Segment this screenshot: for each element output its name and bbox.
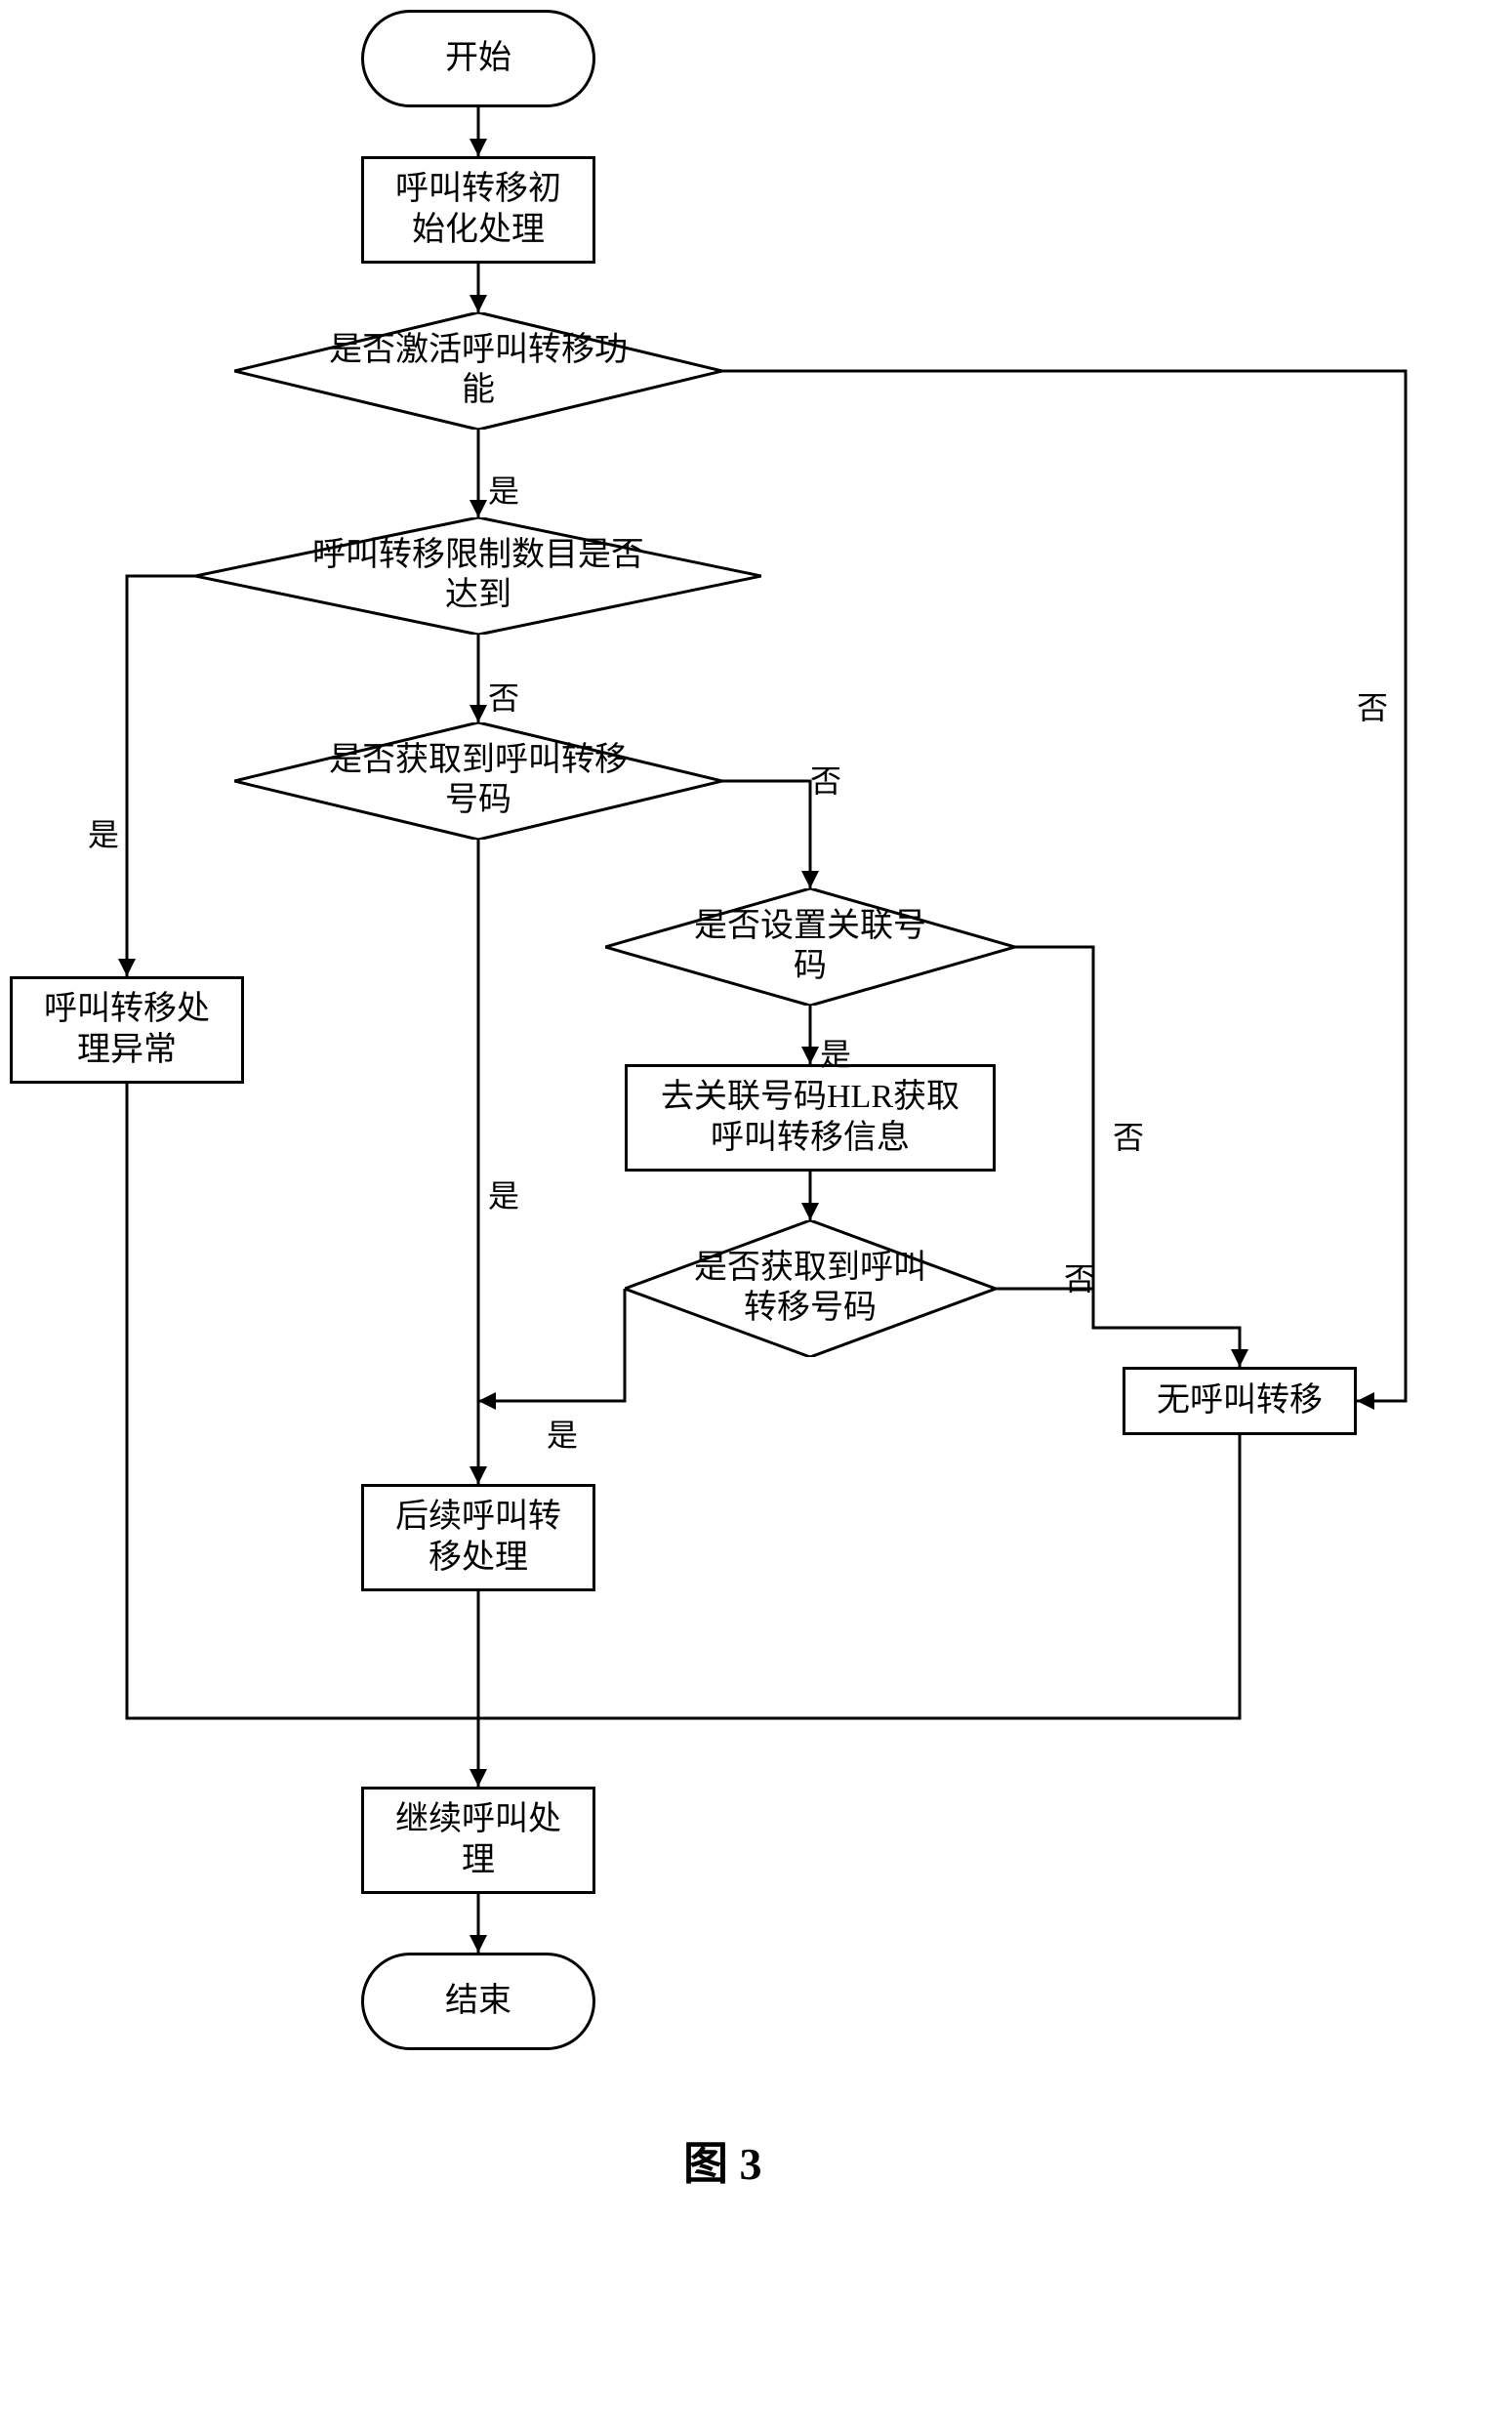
label-got2-no: 否	[1064, 1255, 1095, 1299]
d-limit-node: 呼叫转移限制数目是否达到	[195, 517, 761, 635]
start-node: 开始	[361, 10, 595, 107]
d-limit-text: 呼叫转移限制数目是否达到	[297, 536, 659, 616]
label-assoc-yes: 是	[820, 1030, 851, 1075]
d-got2-text: 是否获取到呼叫转移号码	[694, 1249, 926, 1329]
d-got2-node: 是否获取到呼叫转移号码	[625, 1220, 996, 1357]
label-got2-yes: 是	[547, 1411, 578, 1456]
nocf-node: 无呼叫转移	[1123, 1367, 1357, 1435]
label-got1-yes: 是	[488, 1172, 519, 1216]
label-got1-no: 否	[810, 757, 841, 802]
hlr-node: 去关联号码HLR获取呼叫转移信息	[625, 1064, 996, 1172]
label-limit-no: 否	[488, 674, 519, 719]
follow-text: 后续呼叫转移处理	[395, 1497, 561, 1580]
d-act-node: 是否激活呼叫转移功能	[234, 312, 722, 430]
d-got1-text: 是否获取到呼叫转移号码	[322, 741, 634, 821]
d-got1-node: 是否获取到呼叫转移号码	[234, 722, 722, 840]
label-act-no: 否	[1357, 683, 1388, 728]
d-assoc-text: 是否设置关联号码	[679, 907, 942, 987]
label-assoc-no: 否	[1113, 1113, 1144, 1158]
d-act-text: 是否激活呼叫转移功能	[322, 331, 634, 411]
exc-text: 呼叫转移处理异常	[44, 989, 210, 1072]
label-act-yes: 是	[488, 467, 519, 512]
cont-node: 继续呼叫处理	[361, 1787, 595, 1894]
d-assoc-node: 是否设置关联号码	[605, 888, 1015, 1006]
cont-text: 继续呼叫处理	[395, 1799, 561, 1882]
init-text: 呼叫转移初始化处理	[395, 169, 561, 252]
start-text: 开始	[445, 38, 511, 80]
hlr-text: 去关联号码HLR获取呼叫转移信息	[661, 1077, 960, 1160]
follow-node: 后续呼叫转移处理	[361, 1484, 595, 1591]
exc-node: 呼叫转移处理异常	[10, 976, 244, 1084]
figure-caption: 图 3	[683, 2128, 762, 2193]
label-limit-yes: 是	[88, 810, 119, 855]
nocf-text: 无呼叫转移	[1157, 1380, 1323, 1422]
init-node: 呼叫转移初始化处理	[361, 156, 595, 264]
end-text: 结束	[445, 1981, 511, 2023]
end-node: 结束	[361, 1953, 595, 2050]
